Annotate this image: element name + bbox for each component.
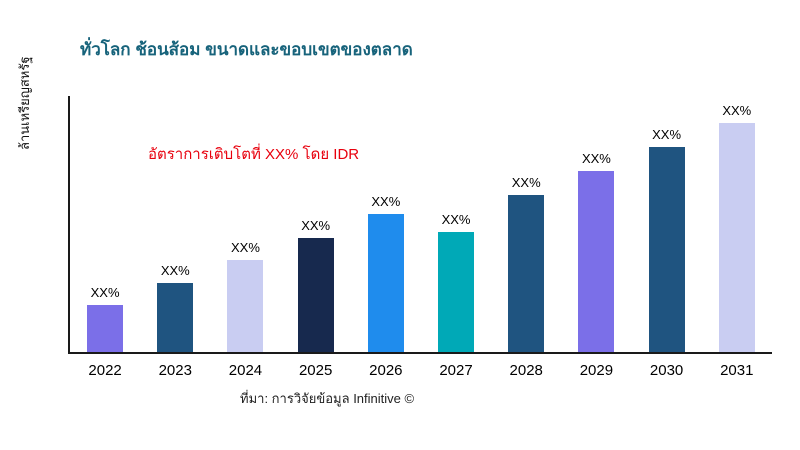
x-tick-2024: 2024: [228, 362, 263, 379]
bar-2027: [438, 232, 475, 352]
bar-2023: [157, 283, 194, 352]
x-tick-2027: 2027: [439, 362, 473, 379]
bar-group-2031: XX%: [702, 96, 772, 352]
bar-value-label: XX%: [90, 285, 120, 300]
x-tick-2029: 2029: [579, 362, 614, 379]
bar-value-label: XX%: [581, 151, 611, 166]
bar-group-2026: XX%: [351, 96, 421, 352]
bar-2022: [87, 305, 124, 352]
bar-2028: [508, 195, 545, 352]
x-tick-2031: 2031: [720, 362, 754, 379]
bar-group-2028: XX%: [491, 96, 561, 352]
bar-value-label: XX%: [652, 127, 682, 142]
page-title: ทั่วโลก ช้อนส้อม ขนาดและขอบเขตของตลาด: [80, 40, 413, 59]
x-axis-tick-labels: 2022 2023 2024 2025 2026 2027 2028 2029 2030 2031: [70, 352, 772, 379]
bars-container: XX% XX% XX% XX% XX% XX% XX% XX% XX% XX%: [70, 96, 772, 352]
growth-rate-annotation: อัตราการเติบโตที่ XX% โดย IDR: [148, 146, 360, 163]
y-axis-label: ล้านเหรียญสหรัฐ: [17, 56, 32, 150]
bar-value-label: XX%: [722, 103, 752, 118]
chart-area: XX% XX% XX% XX% XX% XX% XX% XX% XX% XX% 2022 2023 2…: [68, 96, 772, 379]
bar-group-2025: XX%: [281, 96, 351, 352]
bar-group-2029: XX%: [561, 96, 631, 352]
x-tick-2026: 2026: [369, 362, 403, 379]
x-tick-2025: 2025: [298, 362, 333, 379]
bar-value-label: XX%: [231, 240, 260, 255]
bar-value-label: XX%: [511, 175, 541, 190]
bar-2029: [578, 171, 615, 352]
x-tick-2022: 2022: [88, 362, 122, 379]
bar-2026: [367, 214, 404, 352]
bar-group-2024: XX%: [210, 96, 280, 352]
bar-2030: [648, 147, 685, 352]
bar-group-2023: XX%: [140, 96, 210, 352]
bar-2031: [718, 123, 755, 352]
source-note: ที่มา: การวิจัยข้อมูล Infinitive ©: [240, 391, 415, 406]
x-tick-2030: 2030: [649, 362, 684, 379]
bar-value-label: XX%: [301, 218, 331, 233]
bar-value-label: XX%: [160, 263, 190, 278]
bar-2025: [297, 238, 334, 352]
bar-group-2022: XX%: [70, 96, 140, 352]
x-tick-2028: 2028: [509, 362, 543, 379]
bar-value-label: XX%: [371, 194, 401, 209]
bar-2024: [227, 260, 264, 352]
bar-group-2030: XX%: [632, 96, 702, 352]
x-tick-2023: 2023: [158, 362, 192, 379]
bar-value-label: XX%: [441, 212, 471, 227]
bar-group-2027: XX%: [421, 96, 491, 352]
